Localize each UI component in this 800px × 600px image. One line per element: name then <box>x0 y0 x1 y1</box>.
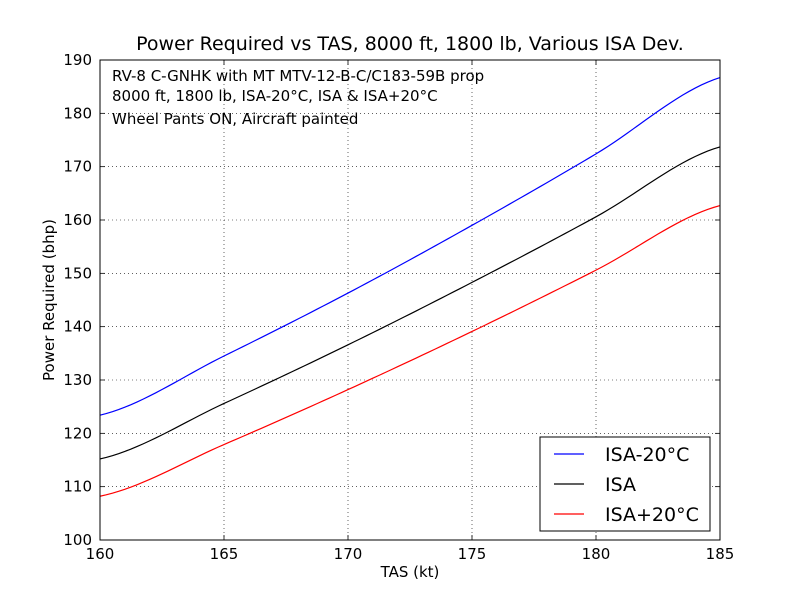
y-tick-label: 150 <box>63 264 92 282</box>
legend-label-isa: ISA <box>605 474 636 496</box>
tick-labels: 160 165 170 175 180 185 100 110 120 130 140 150 160 1… <box>63 51 734 563</box>
y-tick-label: 140 <box>63 318 92 336</box>
series-lines <box>99 77 721 497</box>
legend: ISA-20°C ISA ISA+20°C <box>539 436 711 532</box>
y-tick-label: 110 <box>63 478 92 496</box>
y-tick-label: 100 <box>63 531 92 549</box>
y-tick-label: 180 <box>63 104 92 122</box>
y-tick-label: 190 <box>63 51 92 69</box>
annotation-line-3: Wheel Pants ON, Aircraft painted <box>112 110 358 128</box>
x-tick-label: 165 <box>210 545 239 563</box>
y-tick-label: 160 <box>63 211 92 229</box>
x-tick-label: 185 <box>706 545 735 563</box>
annotation-block: RV-8 C-GNHK with MT MTV-12-B-C/C183-59B … <box>112 67 484 128</box>
annotation-line-1: RV-8 C-GNHK with MT MTV-12-B-C/C183-59B … <box>112 67 484 85</box>
x-tick-label: 170 <box>334 545 363 563</box>
annotation-line-2: 8000 ft, 1800 lb, ISA-20°C, ISA & ISA+20… <box>112 87 438 105</box>
legend-label-isa-minus-20: ISA-20°C <box>605 444 689 466</box>
y-tick-label: 170 <box>63 158 92 176</box>
y-tick-label: 120 <box>63 424 92 442</box>
y-axis-label: Power Required (bhp) <box>40 219 58 381</box>
x-tick-label: 160 <box>86 545 115 563</box>
plot-frame <box>99 59 721 541</box>
series-line-isa <box>99 146 721 460</box>
x-tick-label: 180 <box>582 545 611 563</box>
x-tick-label: 175 <box>458 545 487 563</box>
series-line-isa-plus-20 <box>99 205 721 497</box>
x-axis-label: TAS (kt) <box>380 563 440 581</box>
legend-label-isa-plus-20: ISA+20°C <box>605 504 699 526</box>
series-line-isa-minus-20 <box>99 77 721 416</box>
y-tick-label: 130 <box>63 371 92 389</box>
chart-title: Power Required vs TAS, 8000 ft, 1800 lb,… <box>136 33 684 55</box>
